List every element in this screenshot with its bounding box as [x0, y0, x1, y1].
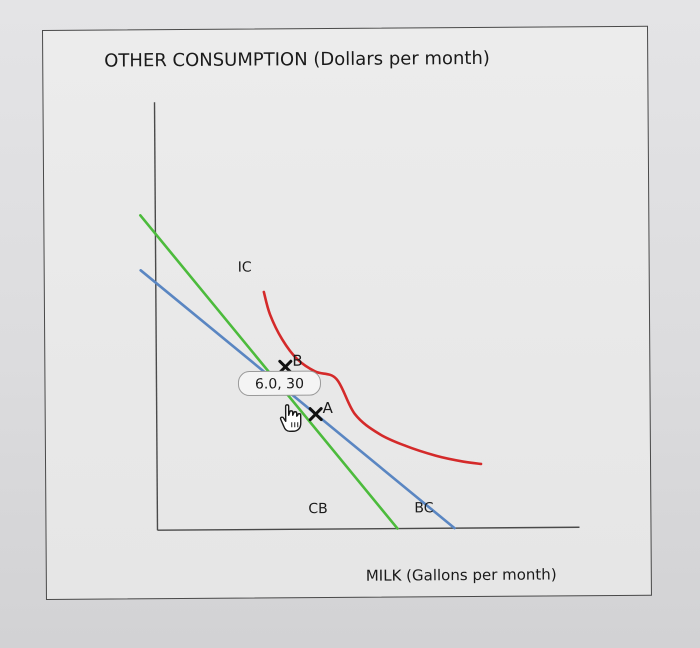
series-bc-line	[139, 269, 456, 530]
point-b-label: B	[292, 352, 302, 370]
series-ic-line	[262, 290, 483, 466]
points-layer: BA	[278, 352, 334, 422]
y-axis-title: OTHER CONSUMPTION (Dollars per month)	[104, 48, 490, 72]
chart-svg: OTHER CONSUMPTION (Dollars per month) IC…	[104, 48, 580, 585]
x-axis-title: MILK (Gallons per month)	[366, 565, 557, 584]
bc-line-label: BC	[414, 500, 433, 516]
point-b-marker[interactable]	[278, 359, 293, 374]
point-a-label: A	[323, 399, 334, 417]
ic-curve-label: IC	[238, 260, 252, 276]
tooltip-text: 6.0, 30	[255, 376, 304, 392]
x-axis	[157, 526, 580, 531]
hand-pointer-icon	[279, 404, 302, 432]
cb-line-label: CB	[308, 501, 328, 517]
chart-frame: OTHER CONSUMPTION (Dollars per month) IC…	[42, 25, 652, 600]
point-a-marker[interactable]	[308, 407, 323, 422]
y-axis	[153, 102, 159, 531]
tooltip-box	[237, 370, 321, 397]
point-tooltip: 6.0, 30	[237, 370, 321, 397]
